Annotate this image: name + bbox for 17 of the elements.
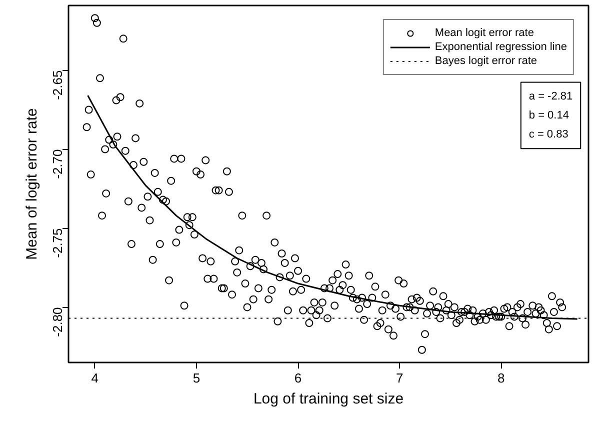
annotation: c = 0.83: [528, 128, 568, 141]
y-tick-label: -2.75: [50, 228, 65, 258]
annotation: a = -2.81: [528, 90, 573, 102]
x-tick-label: 8: [498, 370, 505, 386]
y-axis-title: Mean of logit error rate: [24, 108, 40, 260]
x-tick-label: 5: [192, 370, 200, 386]
y-tick-label: -2.80: [50, 307, 65, 337]
legend-label: Bayes logit error rate: [434, 54, 538, 68]
legend-label: Mean logit error rate: [434, 26, 534, 40]
y-tick-label: -2.70: [50, 149, 65, 179]
x-axis-title: Log of training set size: [253, 390, 404, 408]
x-tick-label: 7: [396, 370, 404, 386]
legend-label: Exponential regression line: [434, 40, 567, 54]
y-tick-label: -2.65: [50, 70, 65, 100]
annotation: b = 0.14: [528, 109, 569, 122]
x-tick-label: 4: [91, 370, 99, 386]
x-tick-label: 6: [294, 370, 302, 386]
